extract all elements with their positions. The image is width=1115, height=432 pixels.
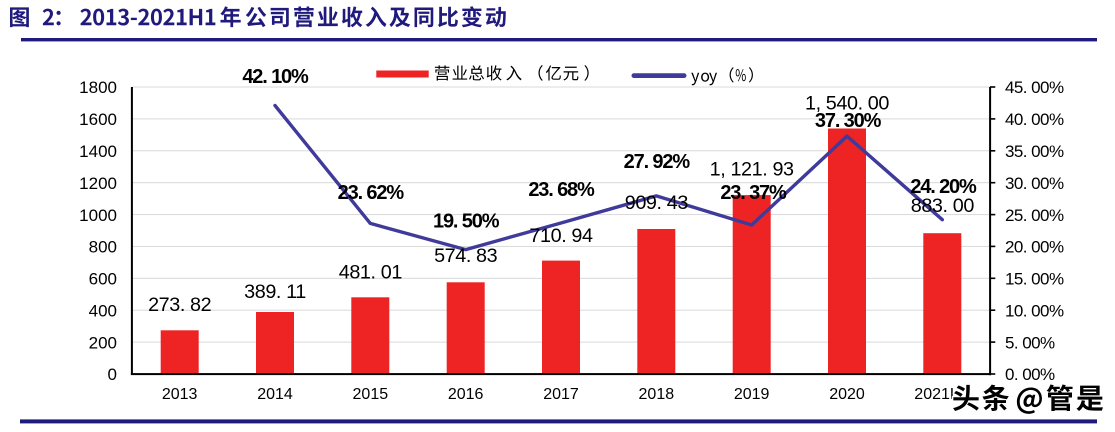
- svg-text:2017: 2017: [543, 386, 579, 403]
- svg-text:1000: 1000: [79, 206, 117, 225]
- svg-text:2020: 2020: [829, 386, 865, 403]
- svg-text:481. 01: 481. 01: [339, 262, 403, 284]
- svg-text:37. 30%: 37. 30%: [815, 110, 882, 132]
- svg-text:710. 94: 710. 94: [529, 225, 593, 247]
- svg-text:25. 00%: 25. 00%: [1005, 206, 1064, 225]
- svg-text:389. 11: 389. 11: [244, 281, 306, 303]
- svg-text:42. 10%: 42. 10%: [242, 66, 309, 88]
- svg-text:2016: 2016: [448, 386, 484, 403]
- svg-text:23. 62%: 23. 62%: [338, 182, 405, 204]
- svg-text:2014: 2014: [257, 386, 293, 403]
- svg-text:27. 92%: 27. 92%: [624, 151, 691, 173]
- svg-text:19. 50%: 19. 50%: [433, 211, 500, 233]
- svg-text:0. 00%: 0. 00%: [1005, 365, 1055, 384]
- svg-text:2013: 2013: [162, 386, 198, 403]
- svg-text:10. 00%: 10. 00%: [1005, 301, 1064, 320]
- svg-text:45. 00%: 45. 00%: [1005, 78, 1064, 97]
- svg-text:0: 0: [108, 365, 117, 384]
- svg-text:2015: 2015: [353, 386, 389, 403]
- svg-text:273. 82: 273. 82: [148, 294, 211, 316]
- svg-text:2019: 2019: [734, 386, 770, 403]
- svg-text:909. 43: 909. 43: [625, 192, 689, 214]
- svg-text:1200: 1200: [79, 174, 117, 193]
- svg-text:1400: 1400: [79, 142, 117, 161]
- svg-text:24. 20%: 24. 20%: [910, 176, 977, 198]
- svg-text:2018: 2018: [639, 386, 675, 403]
- svg-text:800: 800: [89, 238, 117, 257]
- svg-text:1600: 1600: [79, 110, 117, 129]
- svg-text:883. 00: 883. 00: [911, 195, 975, 217]
- svg-text:20. 00%: 20. 00%: [1005, 238, 1064, 257]
- svg-text:23. 68%: 23. 68%: [528, 179, 595, 201]
- svg-text:400: 400: [89, 301, 117, 320]
- svg-text:23. 37%: 23. 37%: [720, 182, 787, 204]
- svg-text:1800: 1800: [79, 78, 117, 97]
- svg-text:600: 600: [89, 270, 117, 289]
- svg-text:574. 83: 574. 83: [434, 245, 498, 267]
- svg-text:30. 00%: 30. 00%: [1005, 174, 1064, 193]
- svg-text:200: 200: [89, 333, 117, 352]
- svg-text:5. 00%: 5. 00%: [1005, 333, 1055, 352]
- svg-text:1, 540. 00: 1, 540. 00: [805, 93, 889, 115]
- svg-text:15. 00%: 15. 00%: [1005, 270, 1064, 289]
- svg-text:1, 121. 93: 1, 121. 93: [710, 158, 794, 180]
- svg-text:35. 00%: 35. 00%: [1005, 142, 1064, 161]
- svg-text:40. 00%: 40. 00%: [1005, 110, 1064, 129]
